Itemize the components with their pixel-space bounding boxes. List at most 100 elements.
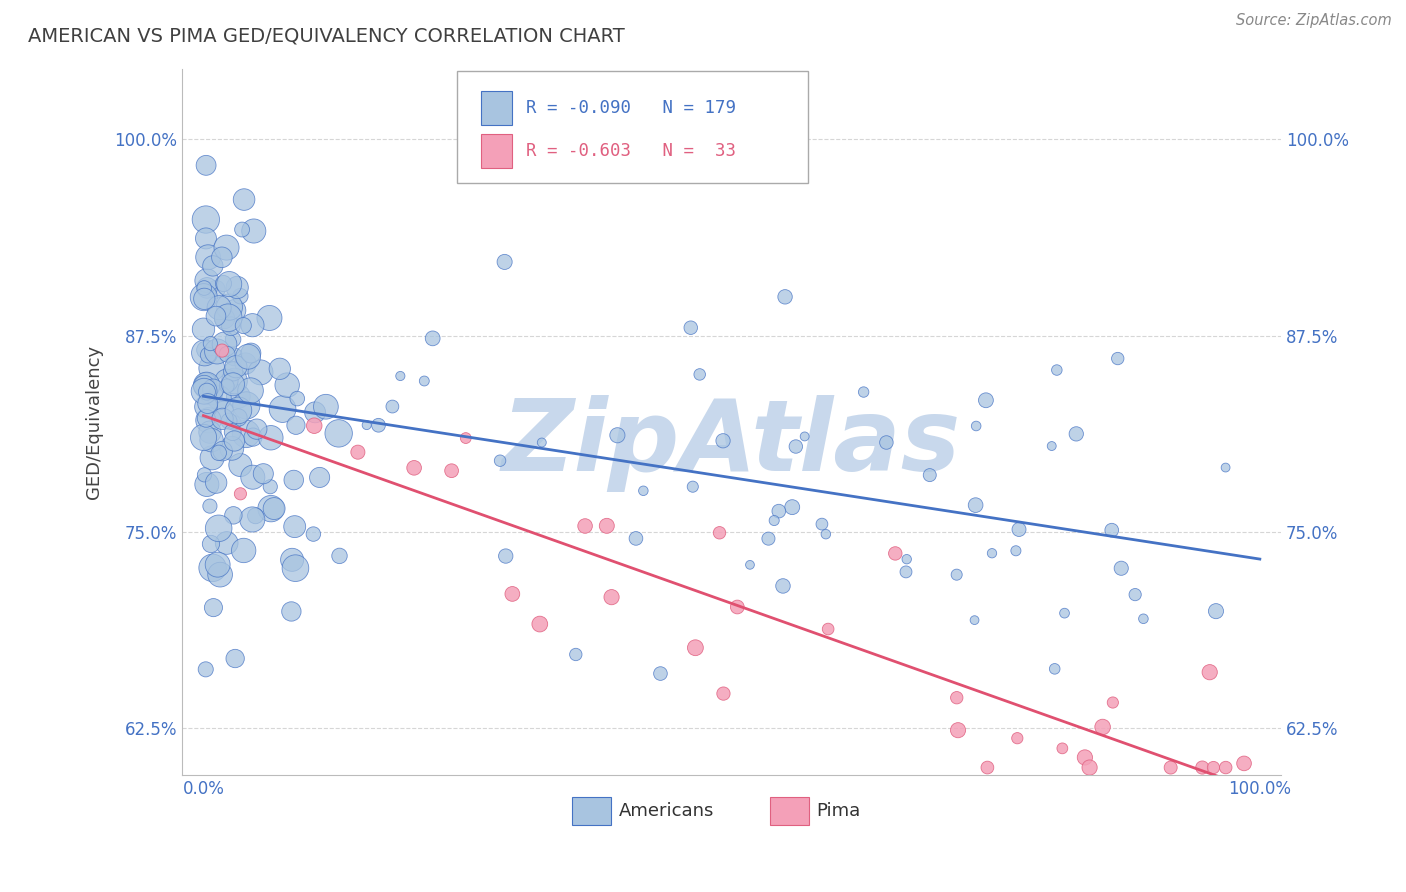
Point [381, 400, 404, 414]
Point [772, 579, 794, 593]
Point [215, 374, 238, 388]
Point [208, 391, 231, 405]
Point [228, 403, 250, 417]
Text: Americans: Americans [619, 802, 714, 820]
Point [217, 347, 239, 361]
Point [529, 617, 551, 632]
Point [963, 613, 986, 627]
Point [211, 444, 233, 458]
Point [194, 231, 217, 245]
Point [1078, 760, 1101, 774]
Point [1107, 351, 1129, 366]
Point [224, 651, 246, 665]
Point [945, 690, 967, 705]
Point [814, 527, 837, 541]
Point [197, 250, 219, 264]
Point [193, 322, 215, 336]
Point [205, 282, 228, 296]
Point [413, 374, 436, 388]
Point [212, 277, 235, 291]
Point [195, 274, 218, 288]
Point [284, 519, 307, 533]
Point [1233, 756, 1256, 771]
Point [758, 532, 780, 546]
Point [315, 400, 337, 414]
Point [194, 346, 217, 360]
Point [709, 525, 731, 540]
Point [200, 537, 222, 551]
Point [1091, 720, 1114, 734]
Point [242, 318, 264, 333]
Point [946, 723, 969, 738]
Point [494, 255, 516, 269]
Point [205, 475, 228, 490]
Point [243, 224, 266, 238]
Point [239, 346, 262, 360]
Point [193, 430, 215, 444]
Point [195, 411, 218, 425]
Point [1007, 731, 1029, 746]
Point [198, 425, 221, 439]
Point [773, 290, 796, 304]
Point [302, 527, 325, 541]
Point [1109, 561, 1132, 575]
Point [1123, 588, 1146, 602]
Point [224, 374, 246, 388]
Point [606, 428, 628, 442]
Point [232, 318, 254, 333]
Point [201, 450, 224, 465]
Point [232, 543, 254, 558]
Point [633, 483, 655, 498]
Point [1202, 760, 1225, 774]
Point [194, 343, 217, 357]
Point [246, 422, 269, 436]
Point [208, 301, 231, 315]
Point [201, 361, 224, 376]
Point [222, 508, 245, 523]
Text: Pima: Pima [817, 802, 860, 820]
Point [222, 364, 245, 378]
Point [271, 402, 294, 417]
Point [1101, 696, 1123, 710]
Point [328, 549, 350, 563]
Point [211, 412, 233, 426]
Point [222, 332, 245, 346]
Point [793, 429, 815, 443]
Point [263, 501, 285, 516]
Point [197, 348, 219, 362]
Point [226, 280, 249, 294]
Point [852, 385, 875, 400]
Point [281, 553, 304, 567]
Point [283, 473, 305, 487]
Point [974, 393, 997, 408]
Point [195, 477, 218, 491]
Point [229, 289, 252, 303]
Point [440, 464, 463, 478]
Point [304, 405, 326, 419]
Point [193, 467, 215, 482]
Point [211, 250, 233, 264]
Point [219, 319, 242, 334]
Point [918, 468, 941, 483]
Point [367, 418, 389, 433]
Point [222, 350, 245, 364]
Point [389, 369, 412, 384]
Point [198, 499, 221, 513]
Point [228, 410, 250, 425]
Point [235, 426, 257, 441]
Point [884, 546, 907, 560]
Point [202, 383, 225, 397]
Point [276, 378, 298, 392]
Point [201, 561, 224, 575]
Point [224, 434, 246, 448]
Point [235, 399, 257, 413]
Point [945, 567, 967, 582]
Point [197, 413, 219, 427]
Point [875, 435, 897, 450]
Text: ZipAtlas: ZipAtlas [502, 394, 962, 491]
Point [215, 241, 238, 255]
Point [574, 519, 596, 533]
Point [785, 440, 807, 454]
Point [1008, 523, 1031, 537]
Point [236, 350, 259, 364]
